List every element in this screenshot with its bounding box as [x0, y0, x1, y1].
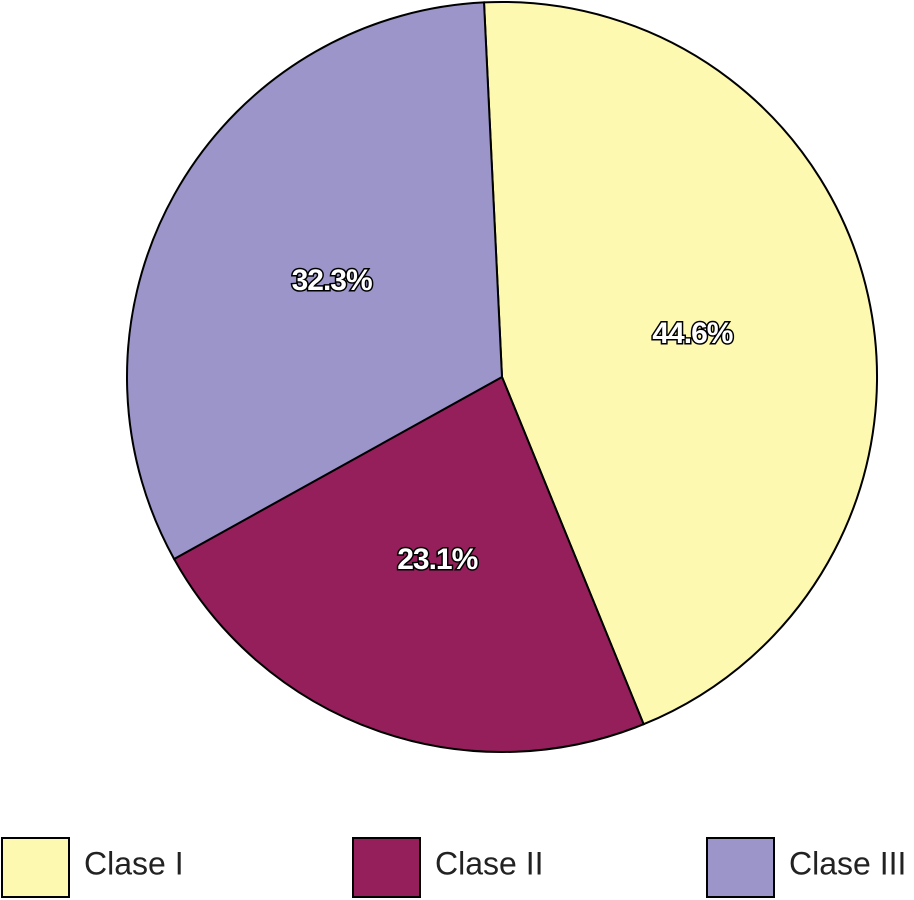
legend-swatch [352, 837, 421, 898]
pie-slice [172, 375, 645, 753]
value-label: 44.6% [652, 317, 732, 350]
legend-label: Clase III [789, 845, 906, 881]
pie-slice [482, 1, 878, 726]
legend-swatch [706, 837, 775, 898]
pie-slice [126, 1, 504, 561]
value-label: 32.3% [292, 264, 372, 297]
legend-label: Clase I [84, 845, 184, 881]
legend-swatch [1, 837, 70, 898]
value-label: 23.1% [397, 543, 477, 576]
legend-label: Clase II [435, 845, 543, 881]
